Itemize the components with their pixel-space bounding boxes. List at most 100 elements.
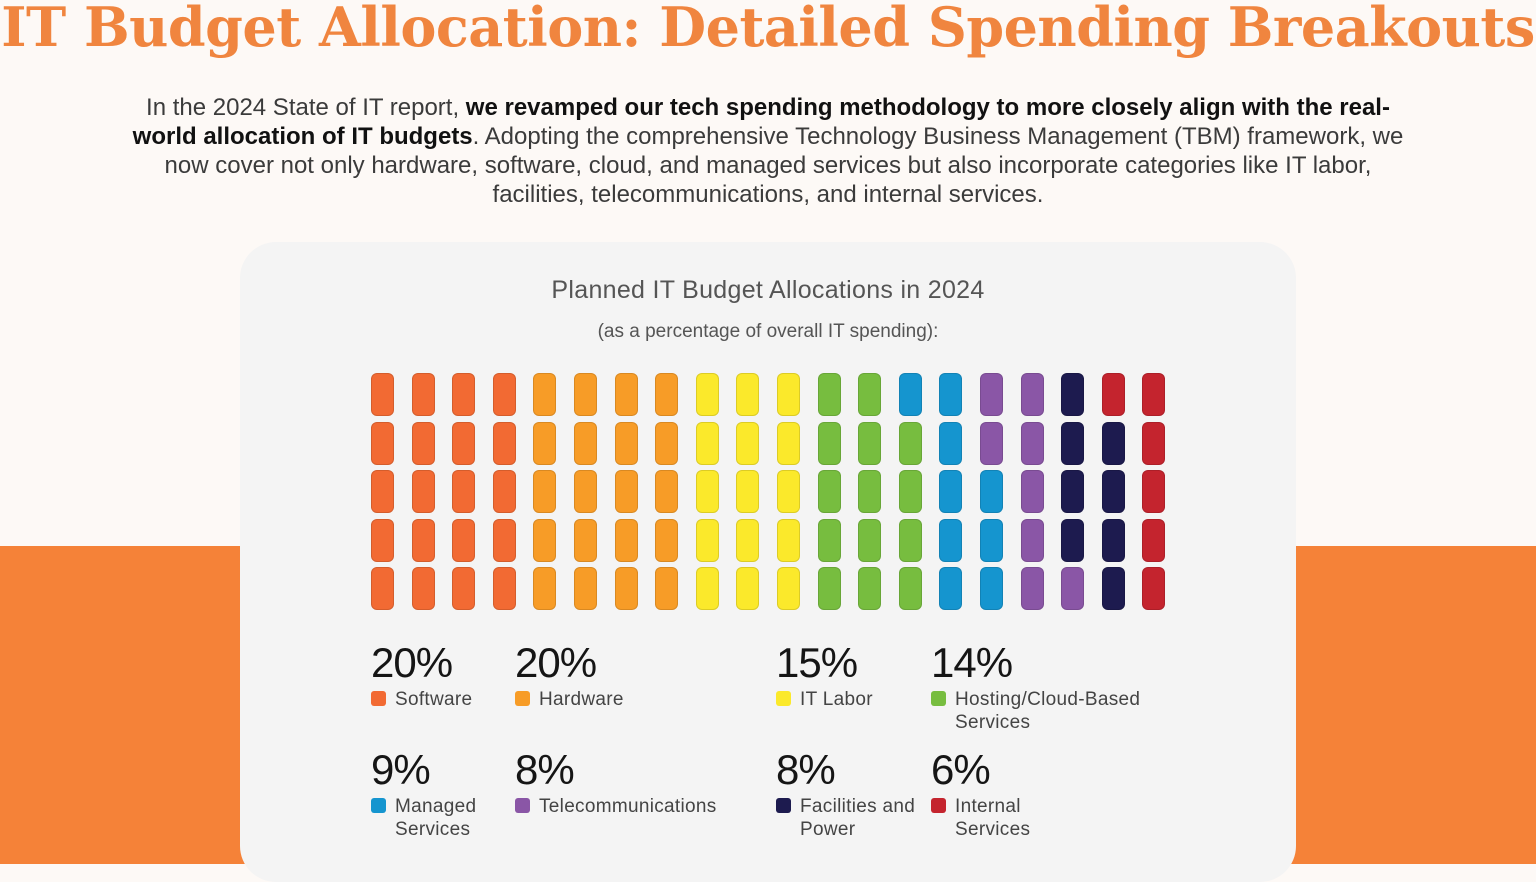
waffle-cell-software xyxy=(452,373,476,416)
legend-item: 14% Hosting/Cloud-Based Services xyxy=(931,640,1195,734)
legend-swatch xyxy=(371,691,386,706)
waffle-cell-facilities-and-power xyxy=(1101,567,1125,610)
waffle-cell-telecommunications xyxy=(1020,567,1044,610)
waffle-cell-hardware xyxy=(614,470,638,513)
legend-swatch xyxy=(371,798,386,813)
waffle-cell-it-labor xyxy=(777,470,800,513)
waffle-cell-hosting-cloud-based-services xyxy=(858,567,882,610)
legend-label-row: Hosting/Cloud-Based Services xyxy=(931,688,1195,734)
waffle-cell-hardware xyxy=(574,518,597,562)
waffle-cell-managed-services xyxy=(939,567,963,610)
waffle-cell-hosting-cloud-based-services xyxy=(858,373,882,416)
waffle-cell-managed-services xyxy=(939,470,963,513)
waffle-cell-facilities-and-power xyxy=(1101,421,1125,465)
waffle-cell-managed-services xyxy=(939,373,963,416)
waffle-cell-hardware xyxy=(574,567,597,610)
waffle-cell-internal-services xyxy=(1142,470,1166,513)
waffle-cell-internal-services xyxy=(1142,421,1166,465)
waffle-cell-managed-services xyxy=(939,518,963,562)
waffle-cell-hardware xyxy=(533,518,557,562)
waffle-cell-software xyxy=(492,470,516,513)
waffle-cell-software xyxy=(492,518,516,562)
waffle-cell-facilities-and-power xyxy=(1061,373,1085,416)
waffle-cell-hardware xyxy=(614,421,638,465)
legend-item: 9% Managed Services xyxy=(371,747,535,841)
waffle-cell-telecommunications xyxy=(980,421,1003,465)
waffle-cell-telecommunications xyxy=(1061,567,1085,610)
chart-title: Planned IT Budget Allocations in 2024 xyxy=(551,276,985,304)
waffle-cell-it-labor xyxy=(736,567,760,610)
waffle-cell-managed-services xyxy=(980,518,1003,562)
waffle-cell-hosting-cloud-based-services xyxy=(817,373,841,416)
legend-label: Hardware xyxy=(539,689,624,710)
legend-label-row: Internal Services xyxy=(931,795,1075,841)
chart-subtitle: (as a percentage of overall IT spending)… xyxy=(597,321,939,342)
waffle-cell-software xyxy=(411,567,435,610)
waffle-cell-facilities-and-power xyxy=(1101,470,1125,513)
waffle-cell-telecommunications xyxy=(1020,470,1044,513)
waffle-cell-hardware xyxy=(614,373,638,416)
legend-label: Telecommunications xyxy=(539,796,717,817)
legend-percentage: 20% xyxy=(515,639,597,686)
legend-percentage: 20% xyxy=(371,639,453,686)
legend-label-row: IT Labor xyxy=(776,688,950,711)
legend-label-row: Managed Services xyxy=(371,795,535,841)
waffle-cell-hardware xyxy=(533,373,557,416)
waffle-cell-hosting-cloud-based-services xyxy=(817,518,841,562)
waffle-chart xyxy=(371,373,1166,610)
waffle-cell-software xyxy=(371,518,394,562)
waffle-cell-hosting-cloud-based-services xyxy=(858,470,882,513)
waffle-cell-software xyxy=(452,518,476,562)
legend-item: 6% Internal Services xyxy=(931,747,1075,841)
legend-percentage: 15% xyxy=(776,639,858,686)
waffle-cell-software xyxy=(492,567,516,610)
waffle-cell-software xyxy=(452,470,476,513)
waffle-cell-it-labor xyxy=(695,470,719,513)
legend-label: Software xyxy=(395,689,473,710)
waffle-cell-hosting-cloud-based-services xyxy=(898,470,922,513)
waffle-cell-managed-services xyxy=(980,567,1003,610)
legend-label-row: Facilities and Power xyxy=(776,795,950,841)
waffle-cell-software xyxy=(371,567,394,610)
intro-text-start: In the 2024 State of IT report, xyxy=(146,94,466,121)
waffle-cell-managed-services xyxy=(898,373,922,416)
waffle-cell-it-labor xyxy=(736,421,760,465)
legend-label-row: Hardware xyxy=(515,688,779,711)
waffle-cell-software xyxy=(371,470,394,513)
waffle-cell-software xyxy=(492,421,516,465)
waffle-cell-facilities-and-power xyxy=(1061,421,1085,465)
waffle-cell-telecommunications xyxy=(1020,373,1044,416)
legend-label-row: Software xyxy=(371,688,535,711)
legend-percentage: 8% xyxy=(776,746,836,793)
legend-swatch xyxy=(931,798,946,813)
waffle-cell-it-labor xyxy=(777,567,800,610)
waffle-cell-it-labor xyxy=(695,373,719,416)
waffle-cell-software xyxy=(411,470,435,513)
waffle-cell-hosting-cloud-based-services xyxy=(898,518,922,562)
waffle-cell-telecommunications xyxy=(980,373,1003,416)
intro-paragraph: In the 2024 State of IT report, we revam… xyxy=(118,93,1418,209)
legend-item: 20% Hardware xyxy=(515,640,779,711)
waffle-cell-hardware xyxy=(533,567,557,610)
legend-percentage: 8% xyxy=(515,746,575,793)
waffle-cell-hardware xyxy=(655,518,679,562)
legend-label: Internal Services xyxy=(955,796,1031,840)
waffle-cell-hosting-cloud-based-services xyxy=(858,518,882,562)
legend-label: Hosting/Cloud-Based Services xyxy=(955,689,1141,733)
waffle-cell-it-labor xyxy=(695,567,719,610)
legend-percentage: 9% xyxy=(371,746,431,793)
waffle-cell-hardware xyxy=(655,470,679,513)
waffle-cell-hardware xyxy=(533,470,557,513)
intro-text-end: . Adopting the comprehensive Technology … xyxy=(164,123,1404,208)
legend-swatch xyxy=(931,691,946,706)
waffle-cell-it-labor xyxy=(777,373,800,416)
waffle-cell-internal-services xyxy=(1142,567,1166,610)
legend-label-row: Telecommunications xyxy=(515,795,779,818)
waffle-cell-hardware xyxy=(574,421,597,465)
waffle-cell-software xyxy=(371,421,394,465)
legend-swatch xyxy=(515,691,530,706)
waffle-cell-telecommunications xyxy=(1020,518,1044,562)
waffle-cell-hardware xyxy=(655,567,679,610)
waffle-cell-internal-services xyxy=(1101,373,1125,416)
waffle-cell-it-labor xyxy=(777,421,800,465)
